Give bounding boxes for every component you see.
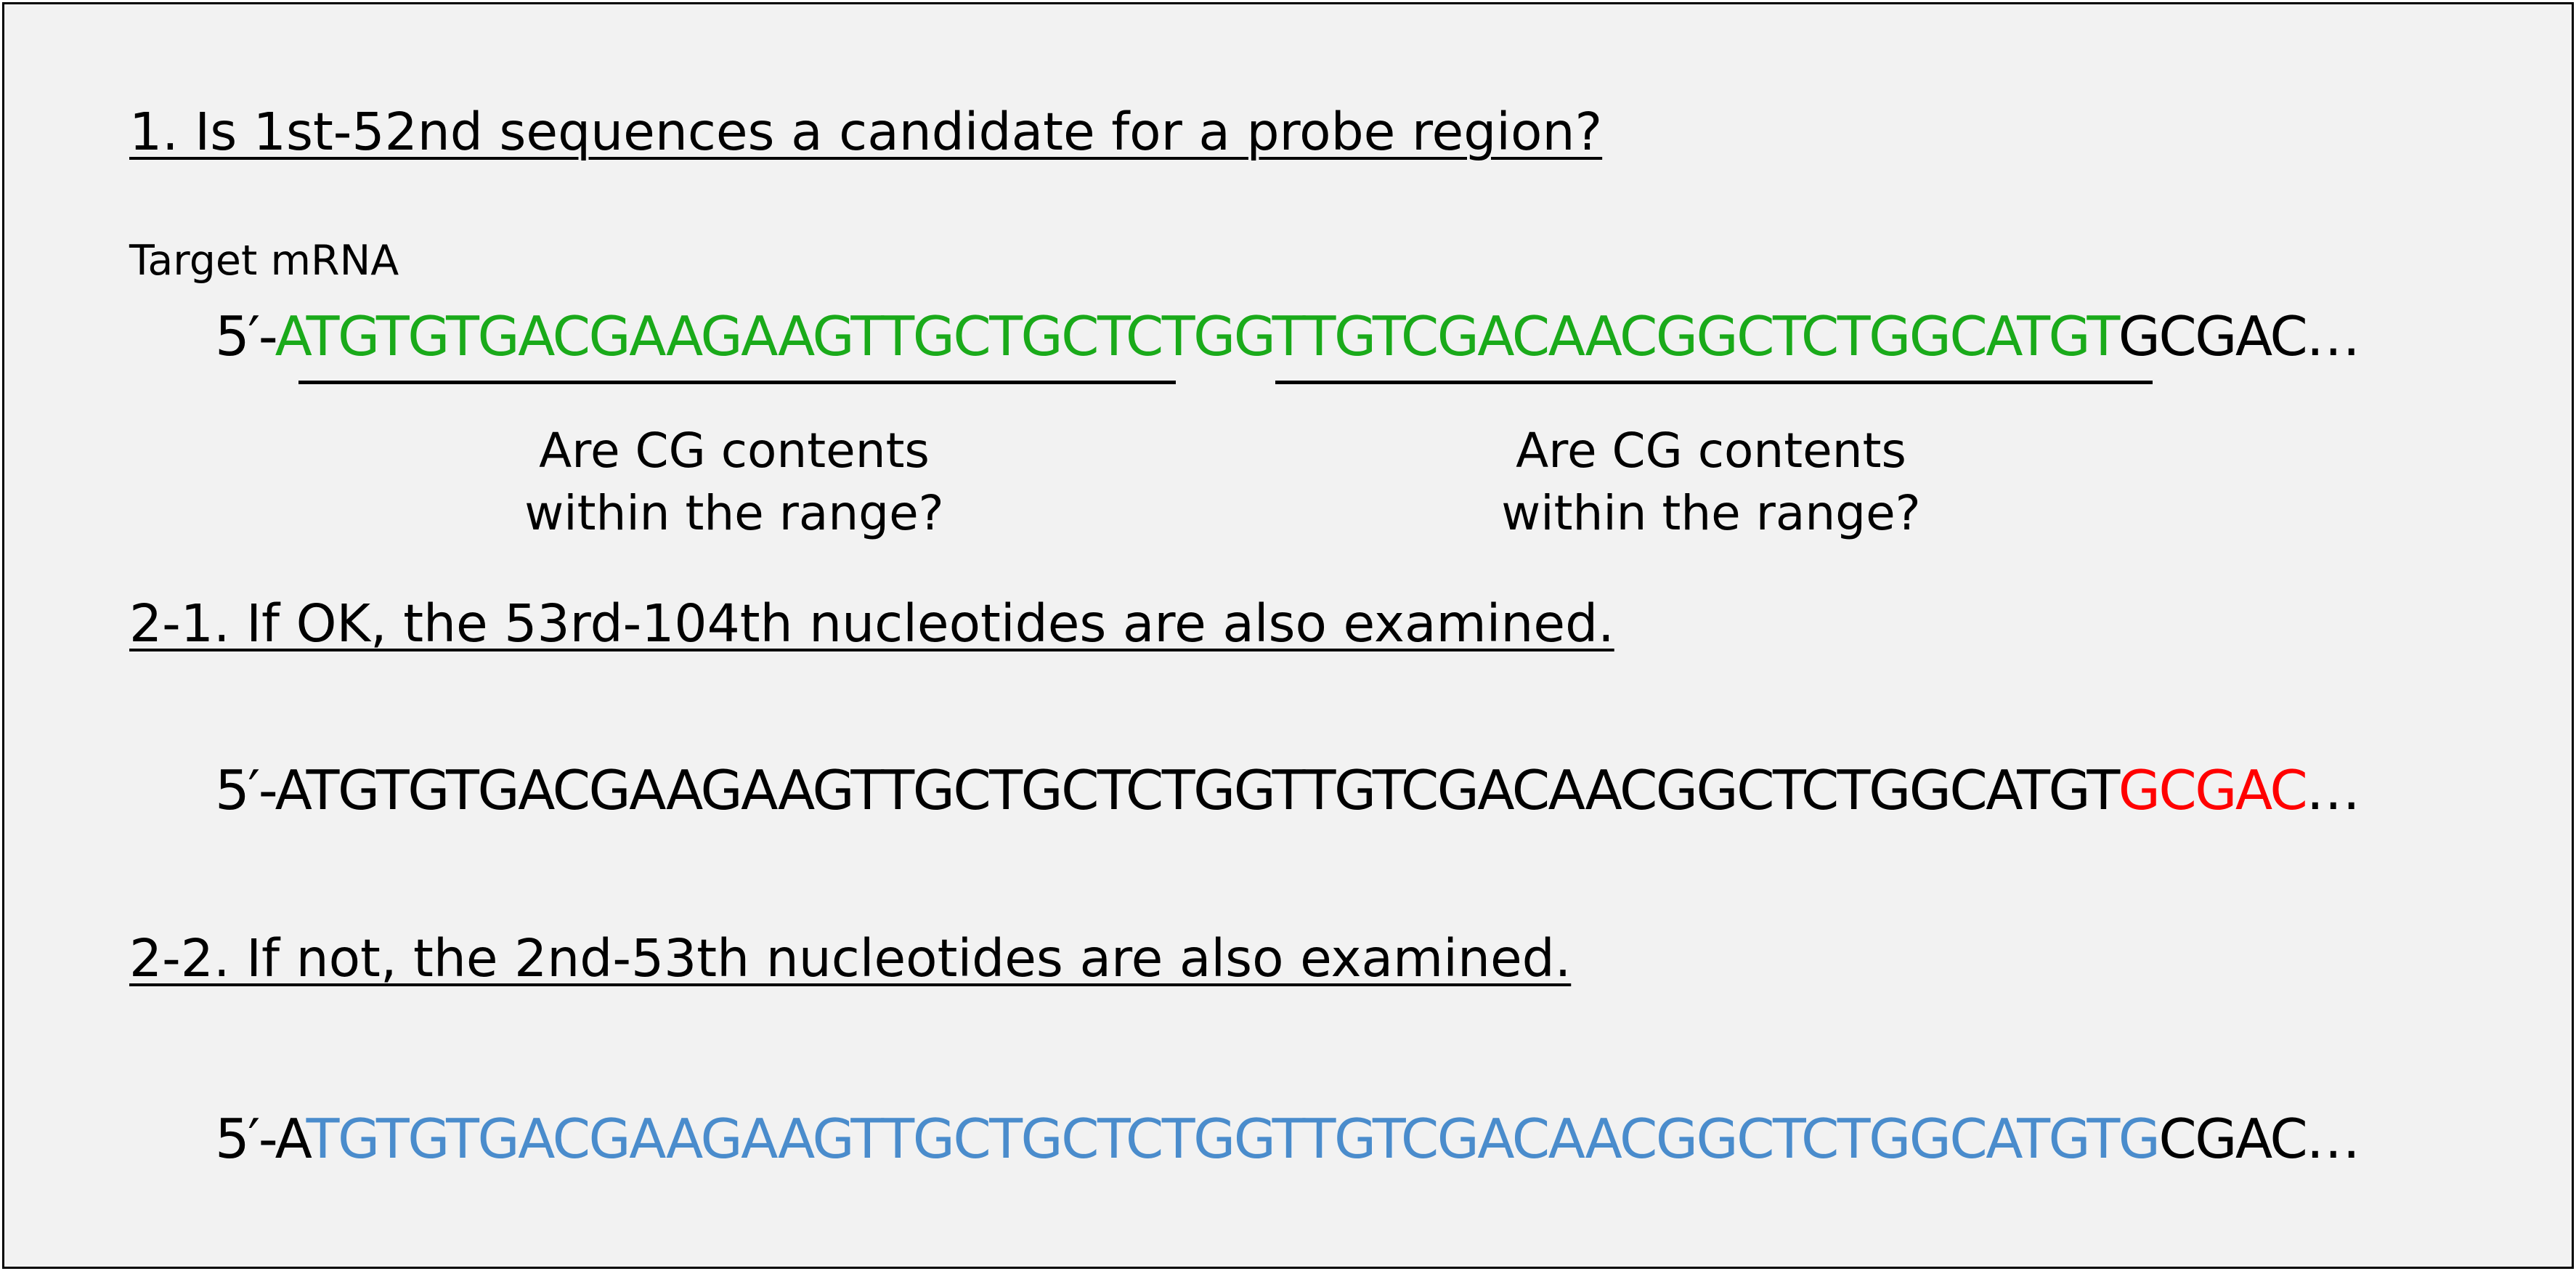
sequence-prefix: 5′-A — [215, 1107, 308, 1171]
step2-2-sequence: 5′-ATGTGTGACGAAGAAGTTGCTGCTCTGGTTGTCGACA… — [215, 1112, 2360, 1166]
cg-check-line2: within the range? — [524, 485, 944, 541]
step2-1-heading: 2-1. If OK, the 53rd-104th nucleotides a… — [129, 593, 1614, 654]
sequence-remainder: GCGAC… — [2118, 304, 2360, 368]
first-half-underline — [298, 381, 1176, 384]
second-half-underline — [1275, 381, 2153, 384]
cg-check-first-half: Are CG contents within the range? — [480, 420, 988, 545]
shifted-probe-region: TGTGTGACGAAGAAGTTGCTGCTCTGGTTGTCGACAACGG… — [306, 1107, 2161, 1171]
cg-check-line1: Are CG contents — [1516, 423, 1906, 479]
target-mrna-label: Target mRNA — [129, 237, 399, 285]
step2-1-sequence: 5′-ATGTGTGACGAAGAAGTTGCTGCTCTGGTTGTCGACA… — [215, 763, 2360, 818]
probe-candidate-region: ATGTGTGACGAAGAAGTTGCTGCTCTGGTTGTCGACAACG… — [275, 304, 2121, 368]
sequence-prefix: 5′- — [215, 758, 277, 822]
sequence-remainder: … — [2306, 758, 2360, 822]
cg-check-line1: Are CG contents — [539, 423, 930, 479]
cg-check-line2: within the range? — [1501, 485, 1921, 541]
sequence-remainder: CGAC… — [2158, 1107, 2360, 1171]
next-region-highlight: GCGAC — [2118, 758, 2308, 822]
cg-check-second-half: Are CG contents within the range? — [1457, 420, 1965, 545]
examined-region: ATGTGTGACGAAGAAGTTGCTGCTCTGGTTGTCGACAACG… — [275, 758, 2121, 822]
step2-2-heading: 2-2. If not, the 2nd-53th nucleotides ar… — [129, 928, 1572, 988]
step1-heading: 1. Is 1st-52nd sequences a candidate for… — [129, 102, 1603, 162]
target-sequence: 5′-ATGTGTGACGAAGAAGTTGCTGCTCTGGTTGTCGACA… — [215, 309, 2360, 364]
sequence-prefix: 5′- — [215, 304, 277, 368]
